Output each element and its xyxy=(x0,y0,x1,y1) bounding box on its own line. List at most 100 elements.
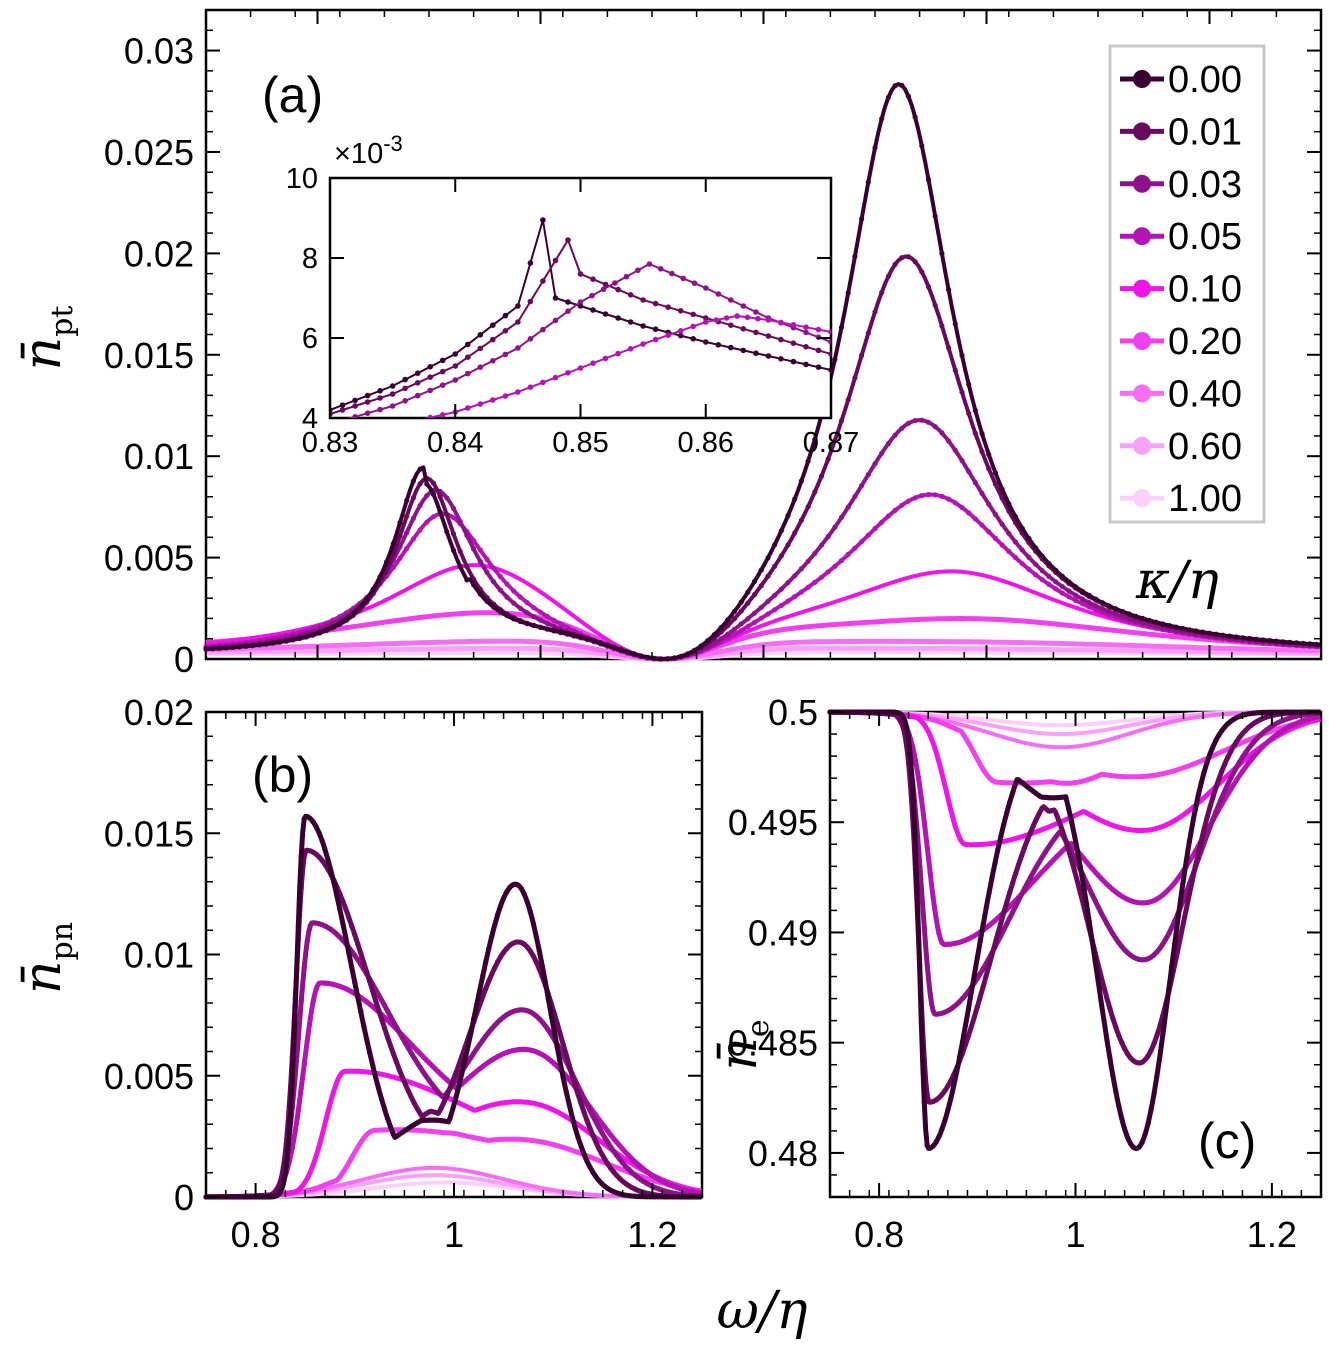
inset-series-0.03-marker xyxy=(452,377,459,383)
panel-b-series-0.03-marker xyxy=(468,1055,474,1061)
panel-b-series-0.01-marker xyxy=(578,1100,584,1106)
inset-series-0.00-marker xyxy=(502,312,509,319)
panel-b-series-0.00-marker xyxy=(283,1163,289,1169)
panel-a-series-0.05-marker xyxy=(812,579,818,586)
panel-c-series-0.01-marker xyxy=(1119,1039,1125,1045)
panel-a-series-0.03-marker xyxy=(912,418,918,424)
panel-a-series-0.05-marker xyxy=(865,532,871,538)
panel-a-series-0.00-marker xyxy=(1099,600,1106,606)
inset-series-0.03-marker xyxy=(364,410,371,417)
panel-c-series-0.00-marker xyxy=(1119,1115,1125,1121)
panel-a-series-0.05-marker xyxy=(738,628,744,634)
panel-b-series-0.01-marker xyxy=(557,1031,563,1037)
panel-b-series-0.00-marker xyxy=(358,1009,364,1015)
panel-c-series-0.01-marker xyxy=(1077,890,1083,896)
panel-a-series-0.00-marker xyxy=(270,640,276,646)
inset-ytick-label-1: 6 xyxy=(302,323,318,355)
panel-b-series-0.03-marker xyxy=(617,1156,623,1162)
inset-series-0.03-marker xyxy=(680,275,686,282)
panel-b-series-0.01-marker xyxy=(322,861,328,868)
panel-b-series-0.01-marker xyxy=(319,857,325,864)
panel-a-series-0.00-marker xyxy=(966,381,972,387)
inset-series-0.00-marker xyxy=(728,344,734,351)
panel-b-series-0.00-marker xyxy=(316,830,322,836)
inset-series-0.05-marker xyxy=(515,389,521,395)
panel-a-series-0.05-marker xyxy=(1073,597,1079,604)
panel-b-series-0.00-marker xyxy=(298,853,304,859)
panel-a-series-0.01-marker xyxy=(738,608,744,614)
panel-b-series-0.00-marker xyxy=(367,1050,373,1056)
inset-series-0.03-marker xyxy=(352,414,358,418)
legend-marker-0.10 xyxy=(1133,279,1151,298)
panel-c-series-0.03-marker xyxy=(1239,754,1245,761)
panel-c-series-0.05-marker xyxy=(1248,757,1254,763)
panel-c-series-0.03-marker xyxy=(1054,833,1060,839)
panel-a-series-0.00-marker xyxy=(1206,630,1213,636)
panel-b-series-0.00-marker xyxy=(387,1124,394,1130)
panel-b-ytick-label-2: 0.01 xyxy=(124,935,194,976)
panel-a-series-0.05-marker xyxy=(912,495,918,501)
inset-series-0.01-marker xyxy=(540,278,546,284)
panel-a-series-0.00-marker xyxy=(1253,636,1259,642)
panel-a-series-0.00-marker xyxy=(932,213,938,219)
panel-a-series-0.00-marker xyxy=(303,633,309,640)
panel-a-series-0.00-marker xyxy=(537,624,544,630)
panel-a-series-0.03-marker xyxy=(745,616,751,622)
panel-c-series-0.05-marker xyxy=(1236,773,1243,779)
panel-c-series-0.00-marker xyxy=(1175,918,1181,925)
panel-c-series-0.00-marker xyxy=(1077,864,1083,870)
panel-a: 0 0.005 0.01 0.015 0.02 0.025 0.03 (a) n̄pt xyxy=(13,8,1323,680)
panel-a-series-0.00-marker xyxy=(785,513,791,519)
panel-b-series-0.01-marker xyxy=(501,949,507,956)
panel-b-series-0.00-marker xyxy=(575,1134,581,1140)
panel-b-series-0.00-marker xyxy=(581,1151,587,1157)
panel-a-series-0.00-marker xyxy=(1066,579,1072,585)
panel-c-series-0.05-marker xyxy=(1086,862,1092,868)
panel-a-series-0.03-marker xyxy=(992,511,999,517)
panel-b-series-0.00-marker xyxy=(486,946,492,952)
panel-a-series-0.03-marker xyxy=(825,533,831,540)
panel-a-series-0.01-marker xyxy=(925,284,932,290)
panel-a-series-0.00-marker xyxy=(551,627,557,633)
panel-b-series-0.03-marker xyxy=(426,1077,432,1084)
panel-a-series-0.05-marker xyxy=(564,624,570,631)
panel-c-series-0.00-marker xyxy=(945,1107,951,1113)
panel-c-series-0.01-marker xyxy=(1104,995,1110,1001)
inset-series-0.00-marker xyxy=(753,350,759,357)
inset-series-0.01-marker xyxy=(652,300,659,307)
panel-a-series-0.05-marker xyxy=(979,522,985,528)
panel-c-series-0.00-marker xyxy=(1107,1055,1113,1061)
panel-a-series-0.01-marker xyxy=(972,430,978,436)
panel-a-series-0.00-marker xyxy=(1079,588,1085,594)
inset-series-0.03-marker xyxy=(635,267,641,274)
legend-label-0.20: 0.20 xyxy=(1168,321,1242,363)
panel-b-series-0.03-marker xyxy=(379,997,385,1003)
inset-series-0.05-marker xyxy=(602,355,609,362)
panel-c-series-0.00-marker xyxy=(1110,1072,1116,1078)
panel-a-series-0.00-marker xyxy=(1200,629,1206,635)
panel-a-series-0.00-marker xyxy=(410,478,416,484)
panel-a-series-0.00-marker xyxy=(484,598,490,604)
panel-a-series-0.00-marker xyxy=(1313,641,1320,648)
panel-a-series-0.00-marker xyxy=(330,624,336,630)
panel-b-series-0.03-marker xyxy=(539,1019,545,1025)
panel-a-series-0.01-marker xyxy=(404,513,410,520)
panel-b-series-0.00-marker xyxy=(340,921,346,927)
panel-c-series-0.01-marker xyxy=(983,973,989,979)
panel-b-label: (b) xyxy=(252,747,313,803)
panel-c-series-0.03-marker xyxy=(1013,903,1019,909)
panel-a-series-0.00-marker xyxy=(999,486,1005,492)
panel-b-series-0.03-marker xyxy=(483,1033,489,1039)
panel-c-series-0.00-marker xyxy=(933,1139,939,1145)
inset-series-0.03-marker xyxy=(402,398,408,404)
panel-a-series-0.01-marker xyxy=(872,309,878,315)
panel-a-label: (a) xyxy=(262,67,323,123)
panel-a-series-0.00-marker xyxy=(1073,584,1079,590)
panel-c-series-0.03-marker xyxy=(1030,869,1036,876)
panel-c-series-0.01-marker xyxy=(1060,829,1066,835)
panel-a-series-0.00-marker xyxy=(658,656,664,662)
panel-a-series-0.00-marker xyxy=(959,352,965,359)
panel-c-series-0.05-marker xyxy=(927,870,933,876)
panel-c-series-0.01-marker xyxy=(974,1004,980,1010)
inset-curves xyxy=(330,217,831,418)
